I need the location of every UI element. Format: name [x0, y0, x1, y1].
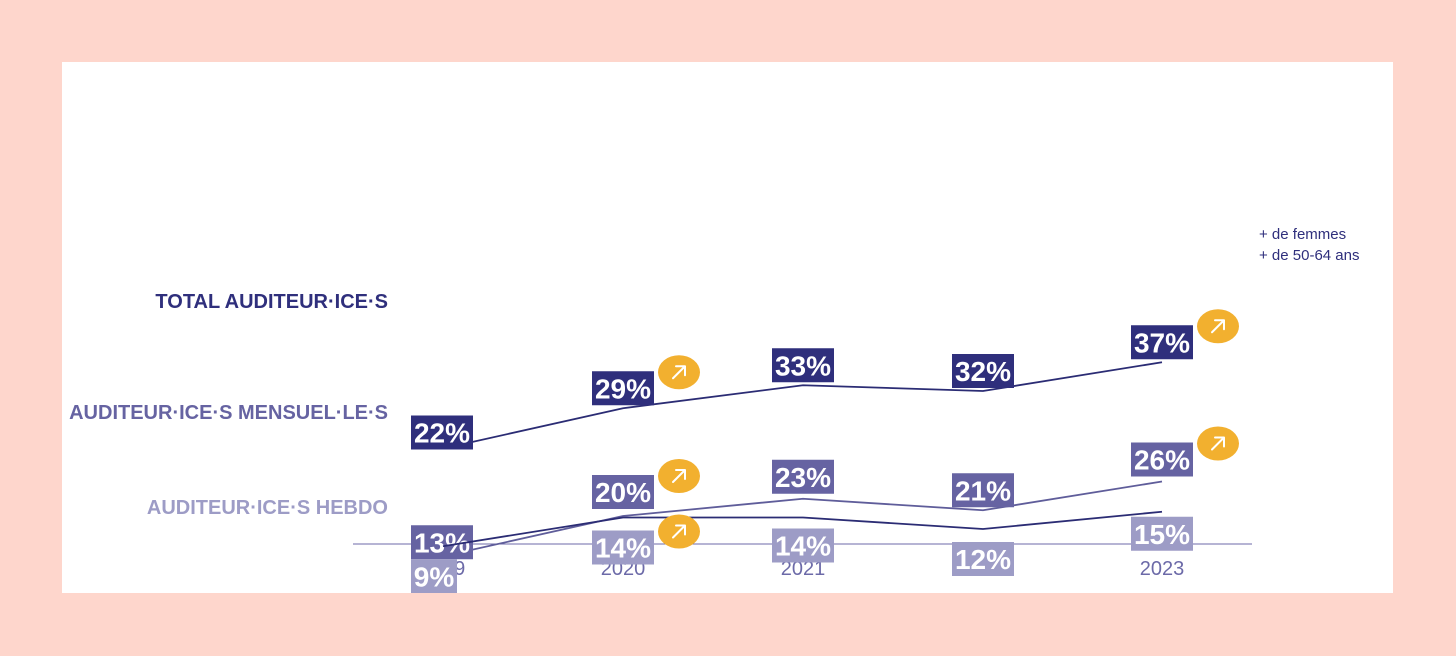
data-label: 14%: [595, 533, 651, 564]
data-label: 14%: [775, 531, 831, 562]
data-label-box: [772, 528, 834, 563]
data-label-box: [411, 415, 473, 450]
data-label: 33%: [775, 350, 831, 381]
series-line: [442, 361, 1163, 450]
data-label-box: [1131, 442, 1193, 477]
data-label: 15%: [1134, 519, 1190, 550]
x-tick-label: 2021: [781, 558, 826, 580]
data-label: 32%: [955, 356, 1011, 387]
data-label-box: [592, 530, 654, 565]
series-line: [442, 510, 1163, 548]
data-label-box: [411, 559, 457, 593]
data-label-box: [952, 473, 1014, 508]
chart-card: 20192020202120222023TOTAL AUDITEUR·ICE·S…: [62, 62, 1393, 593]
data-label-box: [772, 459, 834, 494]
data-label-box: [1131, 325, 1193, 360]
data-label-box: [592, 371, 654, 406]
data-label: 37%: [1134, 327, 1190, 358]
data-label: 29%: [595, 373, 651, 404]
data-label: 22%: [414, 418, 470, 449]
up-arrow-glyph: [1211, 319, 1225, 334]
data-label-box: [952, 354, 1014, 388]
data-label: 26%: [1134, 445, 1190, 476]
data-label: 12%: [955, 544, 1011, 575]
data-label-box: [592, 475, 654, 509]
annotation-text: + de femmes: [1259, 226, 1346, 243]
data-label: 9%: [414, 561, 455, 592]
series-line: [442, 480, 1163, 558]
series-name: TOTAL AUDITEUR·ICE·S: [155, 291, 388, 313]
annotation-text: + de 50-64 ans: [1259, 247, 1360, 264]
x-tick-label: 2023: [1140, 558, 1185, 580]
line-chart: 20192020202120222023TOTAL AUDITEUR·ICE·S…: [69, 226, 1360, 593]
up-arrow-glyph: [672, 469, 686, 483]
data-label-box: [952, 542, 1014, 576]
series-name: AUDITEUR·ICE·S MENSUEL·LE·S: [69, 402, 388, 424]
up-arrow-glyph: [1211, 436, 1225, 451]
up-arrow-glyph: [672, 524, 686, 539]
data-label-box: [772, 348, 834, 383]
data-label: 20%: [595, 477, 651, 508]
data-label: 23%: [775, 462, 831, 493]
data-label-box: [1131, 516, 1193, 551]
data-label: 21%: [955, 475, 1011, 506]
series-name: AUDITEUR·ICE·S HEBDO: [147, 497, 388, 519]
up-arrow-glyph: [672, 365, 686, 380]
